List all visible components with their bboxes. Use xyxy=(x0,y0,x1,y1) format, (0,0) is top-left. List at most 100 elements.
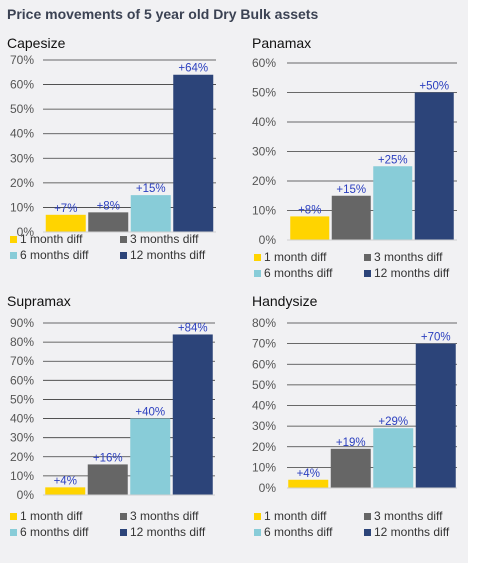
legend-swatch-6-months-diff xyxy=(254,529,261,536)
y-tick-label: 10% xyxy=(252,204,276,218)
legend-swatch-3-months-diff xyxy=(120,236,127,243)
legend-label-12-months-diff: 12 months diff xyxy=(130,525,206,539)
legend-swatch-1-month-diff xyxy=(254,513,261,520)
data-label: +4% xyxy=(297,468,320,480)
legend-label-6-months-diff: 6 months diff xyxy=(264,266,333,280)
data-label: +29% xyxy=(378,416,408,428)
y-tick-label: 60% xyxy=(10,78,34,92)
data-label: +15% xyxy=(136,183,166,195)
y-tick-label: 0% xyxy=(259,481,277,495)
legend-label-1-month-diff: 1 month diff xyxy=(264,509,327,523)
legend-label-6-months-diff: 6 months diff xyxy=(20,525,89,539)
y-tick-label: 70% xyxy=(10,53,34,67)
y-tick-label: 30% xyxy=(252,145,276,159)
data-label: +70% xyxy=(421,332,451,344)
legend-label-6-months-diff: 6 months diff xyxy=(20,248,89,262)
legend-swatch-1-month-diff xyxy=(10,236,17,243)
legend-swatch-6-months-diff xyxy=(254,270,261,277)
legend-swatch-6-months-diff xyxy=(10,529,17,536)
y-tick-label: 70% xyxy=(10,354,34,368)
y-tick-label: 50% xyxy=(10,392,34,406)
data-label: +4% xyxy=(54,475,77,487)
data-label: +50% xyxy=(419,81,449,93)
legend-label-3-months-diff: 3 months diff xyxy=(130,232,199,246)
data-label: +64% xyxy=(178,63,208,75)
bar-1-month-diff xyxy=(288,479,329,488)
y-tick-label: 40% xyxy=(10,412,34,426)
y-tick-label: 60% xyxy=(252,357,276,371)
bar-12-months-diff xyxy=(415,343,456,488)
chart-title: Supramax xyxy=(7,293,71,309)
y-tick-label: 50% xyxy=(252,86,276,100)
data-label: +40% xyxy=(135,407,165,419)
legend-label-1-month-diff: 1 month diff xyxy=(20,232,83,246)
y-tick-label: 10% xyxy=(10,200,34,214)
legend-label-6-months-diff: 6 months diff xyxy=(264,525,333,539)
bar-12-months-diff xyxy=(173,74,214,232)
legend-swatch-1-month-diff xyxy=(254,254,261,261)
y-tick-label: 0% xyxy=(17,488,35,502)
legend-swatch-12-months-diff xyxy=(120,252,127,259)
bar-1-month-diff xyxy=(290,216,330,240)
y-tick-label: 40% xyxy=(10,127,34,141)
y-tick-label: 20% xyxy=(10,450,34,464)
data-label: +8% xyxy=(298,204,321,216)
data-label: +16% xyxy=(93,452,123,464)
legend-label-3-months-diff: 3 months diff xyxy=(130,509,199,523)
y-tick-label: 50% xyxy=(252,378,276,392)
y-tick-label: 40% xyxy=(252,399,276,413)
legend-label-3-months-diff: 3 months diff xyxy=(374,509,443,523)
legend-swatch-3-months-diff xyxy=(364,254,371,261)
bar-12-months-diff xyxy=(172,334,213,495)
y-tick-label: 0% xyxy=(17,225,35,239)
y-tick-label: 30% xyxy=(252,419,276,433)
data-label: +8% xyxy=(97,200,120,212)
legend-swatch-3-months-diff xyxy=(364,513,371,520)
legend-swatch-12-months-diff xyxy=(364,270,371,277)
legend-label-3-months-diff: 3 months diff xyxy=(374,250,443,264)
bar-1-month-diff xyxy=(45,214,86,232)
bar-3-months-diff xyxy=(330,448,371,488)
y-tick-label: 80% xyxy=(252,316,276,330)
legend-label-1-month-diff: 1 month diff xyxy=(264,250,327,264)
bar-3-months-diff xyxy=(87,464,128,495)
data-label: +25% xyxy=(378,154,408,166)
data-label: +84% xyxy=(178,322,208,334)
y-tick-label: 10% xyxy=(252,460,276,474)
y-tick-label: 20% xyxy=(252,440,276,454)
bar-6-months-diff xyxy=(373,428,414,488)
y-tick-label: 50% xyxy=(10,102,34,116)
data-label: +7% xyxy=(54,203,77,215)
legend-label-12-months-diff: 12 months diff xyxy=(374,266,450,280)
y-tick-label: 60% xyxy=(10,373,34,387)
legend-label-1-month-diff: 1 month diff xyxy=(20,509,83,523)
bar-3-months-diff xyxy=(88,212,129,232)
y-tick-label: 80% xyxy=(10,335,34,349)
y-tick-label: 60% xyxy=(252,56,276,70)
bar-3-months-diff xyxy=(331,195,371,240)
y-tick-label: 30% xyxy=(10,151,34,165)
y-tick-label: 0% xyxy=(259,233,277,247)
legend-label-12-months-diff: 12 months diff xyxy=(130,248,206,262)
legend-swatch-12-months-diff xyxy=(120,529,127,536)
y-tick-label: 40% xyxy=(252,115,276,129)
bar-6-months-diff xyxy=(130,418,171,495)
bar-12-months-diff xyxy=(414,92,454,240)
chart-title: Panamax xyxy=(252,35,311,51)
legend-swatch-3-months-diff xyxy=(120,513,127,520)
legend-swatch-1-month-diff xyxy=(10,513,17,520)
y-tick-label: 90% xyxy=(10,316,34,330)
y-tick-label: 30% xyxy=(10,431,34,445)
y-tick-label: 20% xyxy=(252,174,276,188)
legend-label-12-months-diff: 12 months diff xyxy=(374,525,450,539)
y-tick-label: 70% xyxy=(252,337,276,351)
chart-title: Capesize xyxy=(7,35,66,51)
data-label: +19% xyxy=(336,437,366,449)
chart-title: Handysize xyxy=(252,293,318,309)
y-tick-label: 20% xyxy=(10,176,34,190)
data-label: +15% xyxy=(336,184,366,196)
